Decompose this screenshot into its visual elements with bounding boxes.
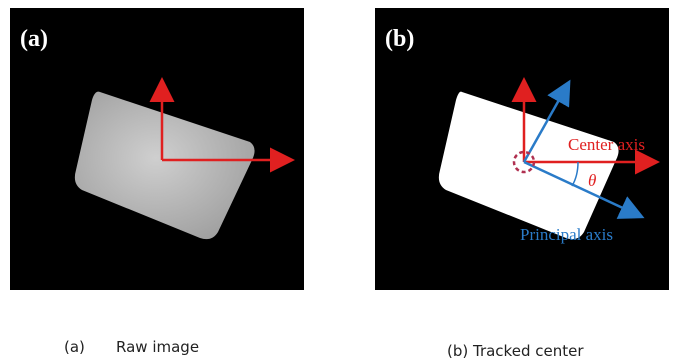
annotation: θ [588,171,596,190]
caption: Raw image [116,338,199,356]
annotation: Principal axis [520,225,613,244]
caption-label: (a) [64,338,85,356]
annotation: Center axis [568,135,645,154]
panel-label: (a) [20,26,48,52]
panel-label: (b) [385,26,414,52]
caption: (b) Tracked center [447,342,584,360]
figure: (a) (b) Center axis θ Principal axis (a)… [0,0,677,362]
